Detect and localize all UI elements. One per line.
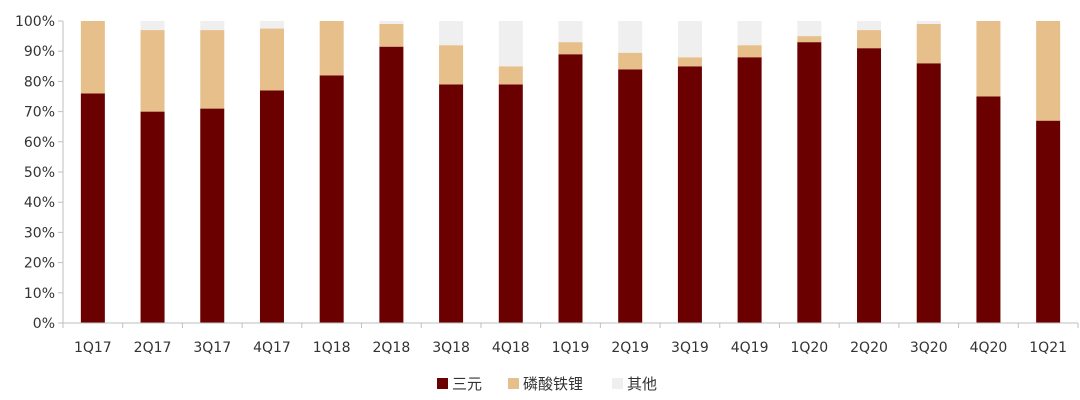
x-tick-label: 4Q19: [731, 340, 769, 356]
bar-segment-1-4Q20: [976, 96, 1001, 323]
legend-swatch: [437, 378, 448, 389]
x-tick-label: 4Q17: [253, 340, 291, 356]
bar-segment-1-3Q18: [439, 84, 464, 323]
bar-segment-1-3Q20: [916, 63, 941, 323]
bar-segment-2-1Q20: [797, 36, 822, 43]
bar-segment-1-1Q20: [797, 42, 822, 323]
x-tick-label: 1Q19: [552, 340, 590, 356]
bar-segment-2-1Q18: [319, 21, 344, 76]
legend: 三元 磷酸铁锂 其他: [437, 375, 657, 393]
x-tick-label: 1Q21: [1029, 340, 1067, 356]
bar-segment-2-3Q17: [200, 30, 225, 109]
y-tick-label: 100%: [15, 14, 55, 30]
bar-segment-1-2Q17: [140, 111, 165, 323]
y-tick-label: 50%: [24, 165, 55, 181]
bar-segment-2-1Q21: [1036, 21, 1061, 121]
bar-segment-3-4Q17: [259, 21, 284, 29]
bar-segment-2-4Q19: [737, 45, 762, 58]
x-tick-label: 2Q18: [373, 340, 411, 356]
y-tick-label: 10%: [24, 286, 55, 302]
bar-segment-2-3Q19: [677, 57, 702, 67]
bar-segment-2-4Q20: [976, 21, 1001, 97]
bar-segment-3-3Q19: [677, 21, 702, 58]
bar-segment-3-2Q18: [379, 21, 404, 25]
y-tick-label: 80%: [24, 74, 55, 90]
y-tick-label: 70%: [24, 105, 55, 121]
bar-segment-1-1Q19: [558, 54, 583, 323]
x-axis: 1Q17 2Q17 3Q17 4Q17 1Q18 2Q18 3Q18 4Q18 1Q19 2Q19…: [62, 322, 1079, 356]
bar-segment-3-2Q19: [618, 21, 643, 53]
bar-segment-1-4Q18: [498, 84, 523, 323]
bar-segment-2-3Q20: [916, 24, 941, 64]
y-tick-label: 60%: [24, 135, 55, 151]
bars: [80, 21, 1061, 324]
bar-segment-3-4Q18: [498, 21, 523, 67]
bar-segment-1-2Q19: [618, 69, 643, 323]
bar-segment-2-2Q20: [857, 30, 882, 49]
bar-segment-1-1Q21: [1036, 120, 1061, 323]
bar-segment-1-2Q20: [857, 48, 882, 324]
y-tick-label: 0%: [33, 316, 55, 332]
x-tick-label: 2Q20: [850, 340, 888, 356]
bar-segment-2-2Q17: [140, 30, 165, 112]
x-tick-label: 3Q20: [910, 340, 948, 356]
x-tick-label: 2Q17: [134, 340, 172, 356]
bar-segment-2-4Q17: [259, 28, 284, 91]
y-axis: 0% 10% 20% 30% 40% 50% 60% 70% 80% 90% 100%: [15, 14, 64, 332]
bar-segment-2-1Q17: [80, 21, 105, 94]
x-tick-label: 1Q18: [313, 340, 351, 356]
x-tick-label: 4Q20: [970, 340, 1008, 356]
y-tick-label: 20%: [24, 256, 55, 272]
y-tick-label: 30%: [24, 225, 55, 241]
bar-segment-3-2Q17: [140, 21, 165, 31]
y-tick-label: 90%: [24, 44, 55, 60]
x-tick-label: 1Q20: [790, 340, 828, 356]
bar-segment-1-4Q19: [737, 57, 762, 324]
y-tick-label: 40%: [24, 195, 55, 211]
x-tick-label: 4Q18: [492, 340, 530, 356]
bar-segment-1-4Q17: [259, 90, 284, 324]
x-tick-label: 1Q17: [74, 340, 112, 356]
bar-segment-3-4Q19: [737, 21, 762, 46]
legend-label: 磷酸铁锂: [523, 375, 583, 393]
bar-segment-1-2Q18: [379, 46, 404, 324]
bar-segment-3-1Q20: [797, 21, 822, 37]
bar-segment-3-3Q20: [916, 21, 941, 25]
bar-segment-2-1Q19: [558, 42, 583, 55]
legend-label: 三元: [452, 375, 482, 393]
x-tick-label: 3Q17: [193, 340, 231, 356]
legend-swatch: [612, 378, 623, 389]
bar-segment-2-4Q18: [498, 66, 523, 85]
legend-swatch: [508, 378, 519, 389]
bar-segment-3-3Q18: [439, 21, 464, 46]
bar-segment-1-1Q18: [319, 75, 344, 323]
bar-segment-2-2Q19: [618, 52, 643, 70]
bar-segment-1-3Q19: [677, 66, 702, 324]
bar-segment-2-2Q18: [379, 24, 404, 47]
legend-label: 其他: [627, 375, 657, 393]
bar-segment-3-3Q17: [200, 21, 225, 31]
bar-segment-2-3Q18: [439, 45, 464, 85]
bar-segment-3-2Q20: [857, 21, 882, 31]
bar-segment-1-3Q17: [200, 108, 225, 323]
x-tick-label: 3Q19: [671, 340, 709, 356]
x-tick-label: 3Q18: [432, 340, 470, 356]
x-tick-label: 2Q19: [611, 340, 649, 356]
bar-segment-1-1Q17: [80, 93, 105, 323]
bar-segment-3-1Q19: [558, 21, 583, 43]
